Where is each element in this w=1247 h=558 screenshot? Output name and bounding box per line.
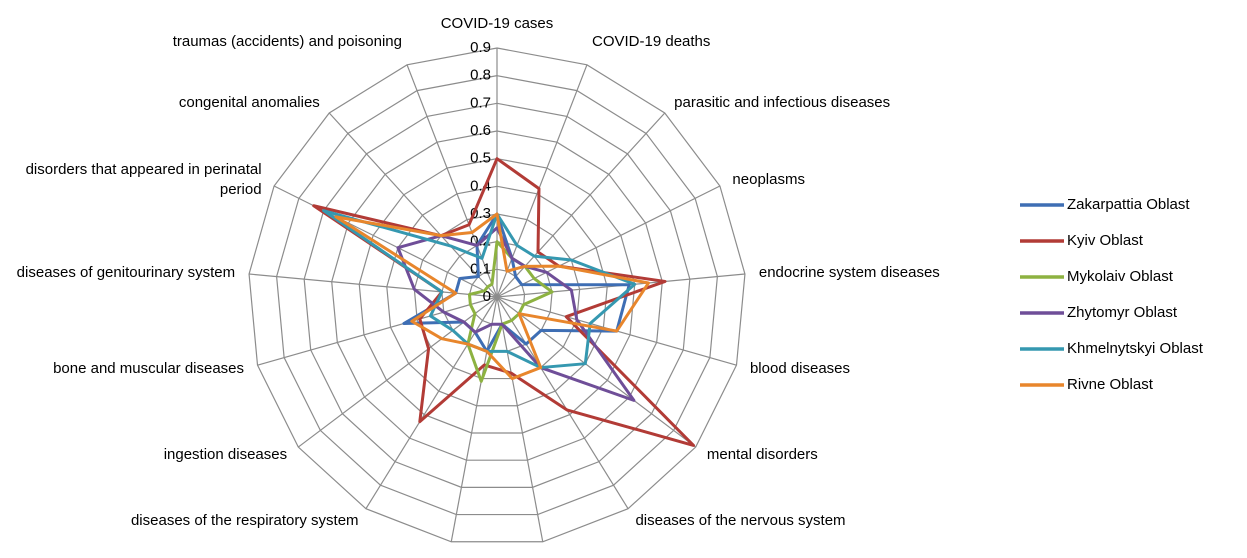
category-label: congenital anomalies [178, 93, 320, 111]
spoke [496, 296, 697, 448]
category-label: diseases of the nervous system [635, 511, 846, 529]
series-line [402, 212, 631, 353]
category-label: ingestion diseases [163, 446, 288, 464]
grid-ring [358, 158, 636, 434]
y-tick-label: 0.5 [470, 150, 491, 167]
spoke [450, 296, 498, 542]
series-line [396, 226, 636, 402]
spoke [328, 112, 498, 298]
category-label: diseases of genitourinary system [16, 263, 236, 281]
legend-label: Zakarpattia Oblast [1067, 196, 1190, 213]
category-label: diseases of the respiratory system [130, 511, 359, 529]
y-tick-label: 0 [483, 288, 491, 305]
legend-label: Khmelnytskyi Oblast [1067, 340, 1204, 357]
grid-ring [386, 185, 608, 407]
grid-ring [276, 75, 718, 516]
category-label: eye diseases [445, 556, 645, 558]
series-line [312, 157, 695, 447]
legend-label: Kyiv Oblast [1067, 232, 1144, 249]
spoke [496, 185, 721, 298]
y-tick-label: 0.7 [470, 94, 491, 111]
y-tick-label: 0.1 [470, 260, 491, 277]
category-label: neoplasms [732, 170, 805, 188]
grid-ring [248, 47, 746, 543]
series-line [322, 209, 637, 370]
category-label: mental disorders [706, 446, 818, 464]
category-label: disorders that appeared in perinatal per… [25, 160, 262, 198]
spoke [257, 296, 498, 366]
category-label: blood diseases [749, 359, 851, 377]
y-tick-label: 0.6 [470, 122, 491, 139]
legend-label: Zhytomyr Oblast [1067, 304, 1178, 321]
y-tick-label: 0.9 [470, 39, 491, 56]
y-tick-label: 0.8 [470, 67, 491, 84]
category-label: endocrine system diseases [758, 263, 940, 281]
category-label: cardiovascular diseases [349, 556, 549, 558]
grid-ring [303, 102, 691, 488]
spoke [496, 296, 544, 542]
series-line [334, 212, 651, 381]
spoke [297, 296, 498, 448]
category-label: traumas (accidents) and poisoning [172, 32, 402, 50]
grid-ring [413, 213, 581, 380]
legend-label: Rivne Oblast [1067, 376, 1154, 393]
category-label: COVID-19 cases [440, 15, 554, 32]
category-label: COVID-19 deaths [592, 32, 711, 50]
spoke [496, 296, 629, 510]
category-label: bone and muscular diseases [53, 359, 245, 377]
legend-label: Mykolaiv Oblast [1067, 268, 1174, 285]
category-label: parasitic and infectious diseases [674, 93, 891, 111]
